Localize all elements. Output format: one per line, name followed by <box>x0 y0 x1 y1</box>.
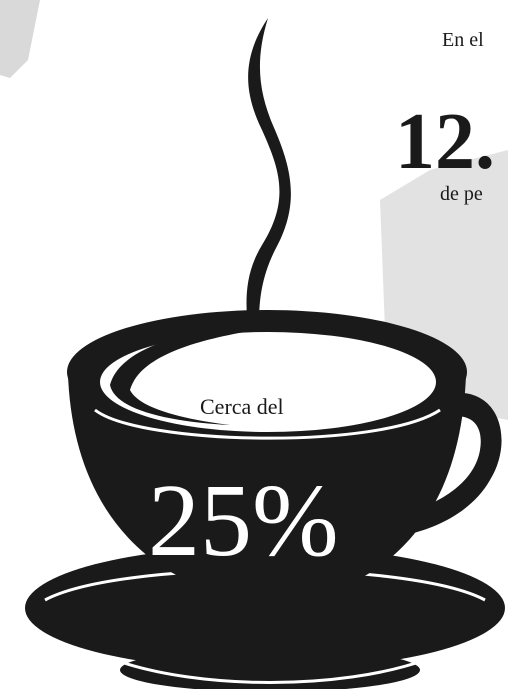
steam <box>246 18 291 368</box>
saucer-highlight <box>114 658 426 684</box>
big-number: 12. <box>395 98 495 186</box>
cup-caption: Cerca del <box>200 394 284 419</box>
unit-text: de pe <box>440 183 483 205</box>
intro-text: En el <box>442 29 484 51</box>
cup-value: 25% <box>148 463 339 578</box>
coffee-swirl <box>110 327 270 425</box>
bg-shape <box>0 0 40 78</box>
cup-opening <box>100 332 436 432</box>
cup-body <box>68 375 466 595</box>
cup-highlight <box>94 408 441 440</box>
